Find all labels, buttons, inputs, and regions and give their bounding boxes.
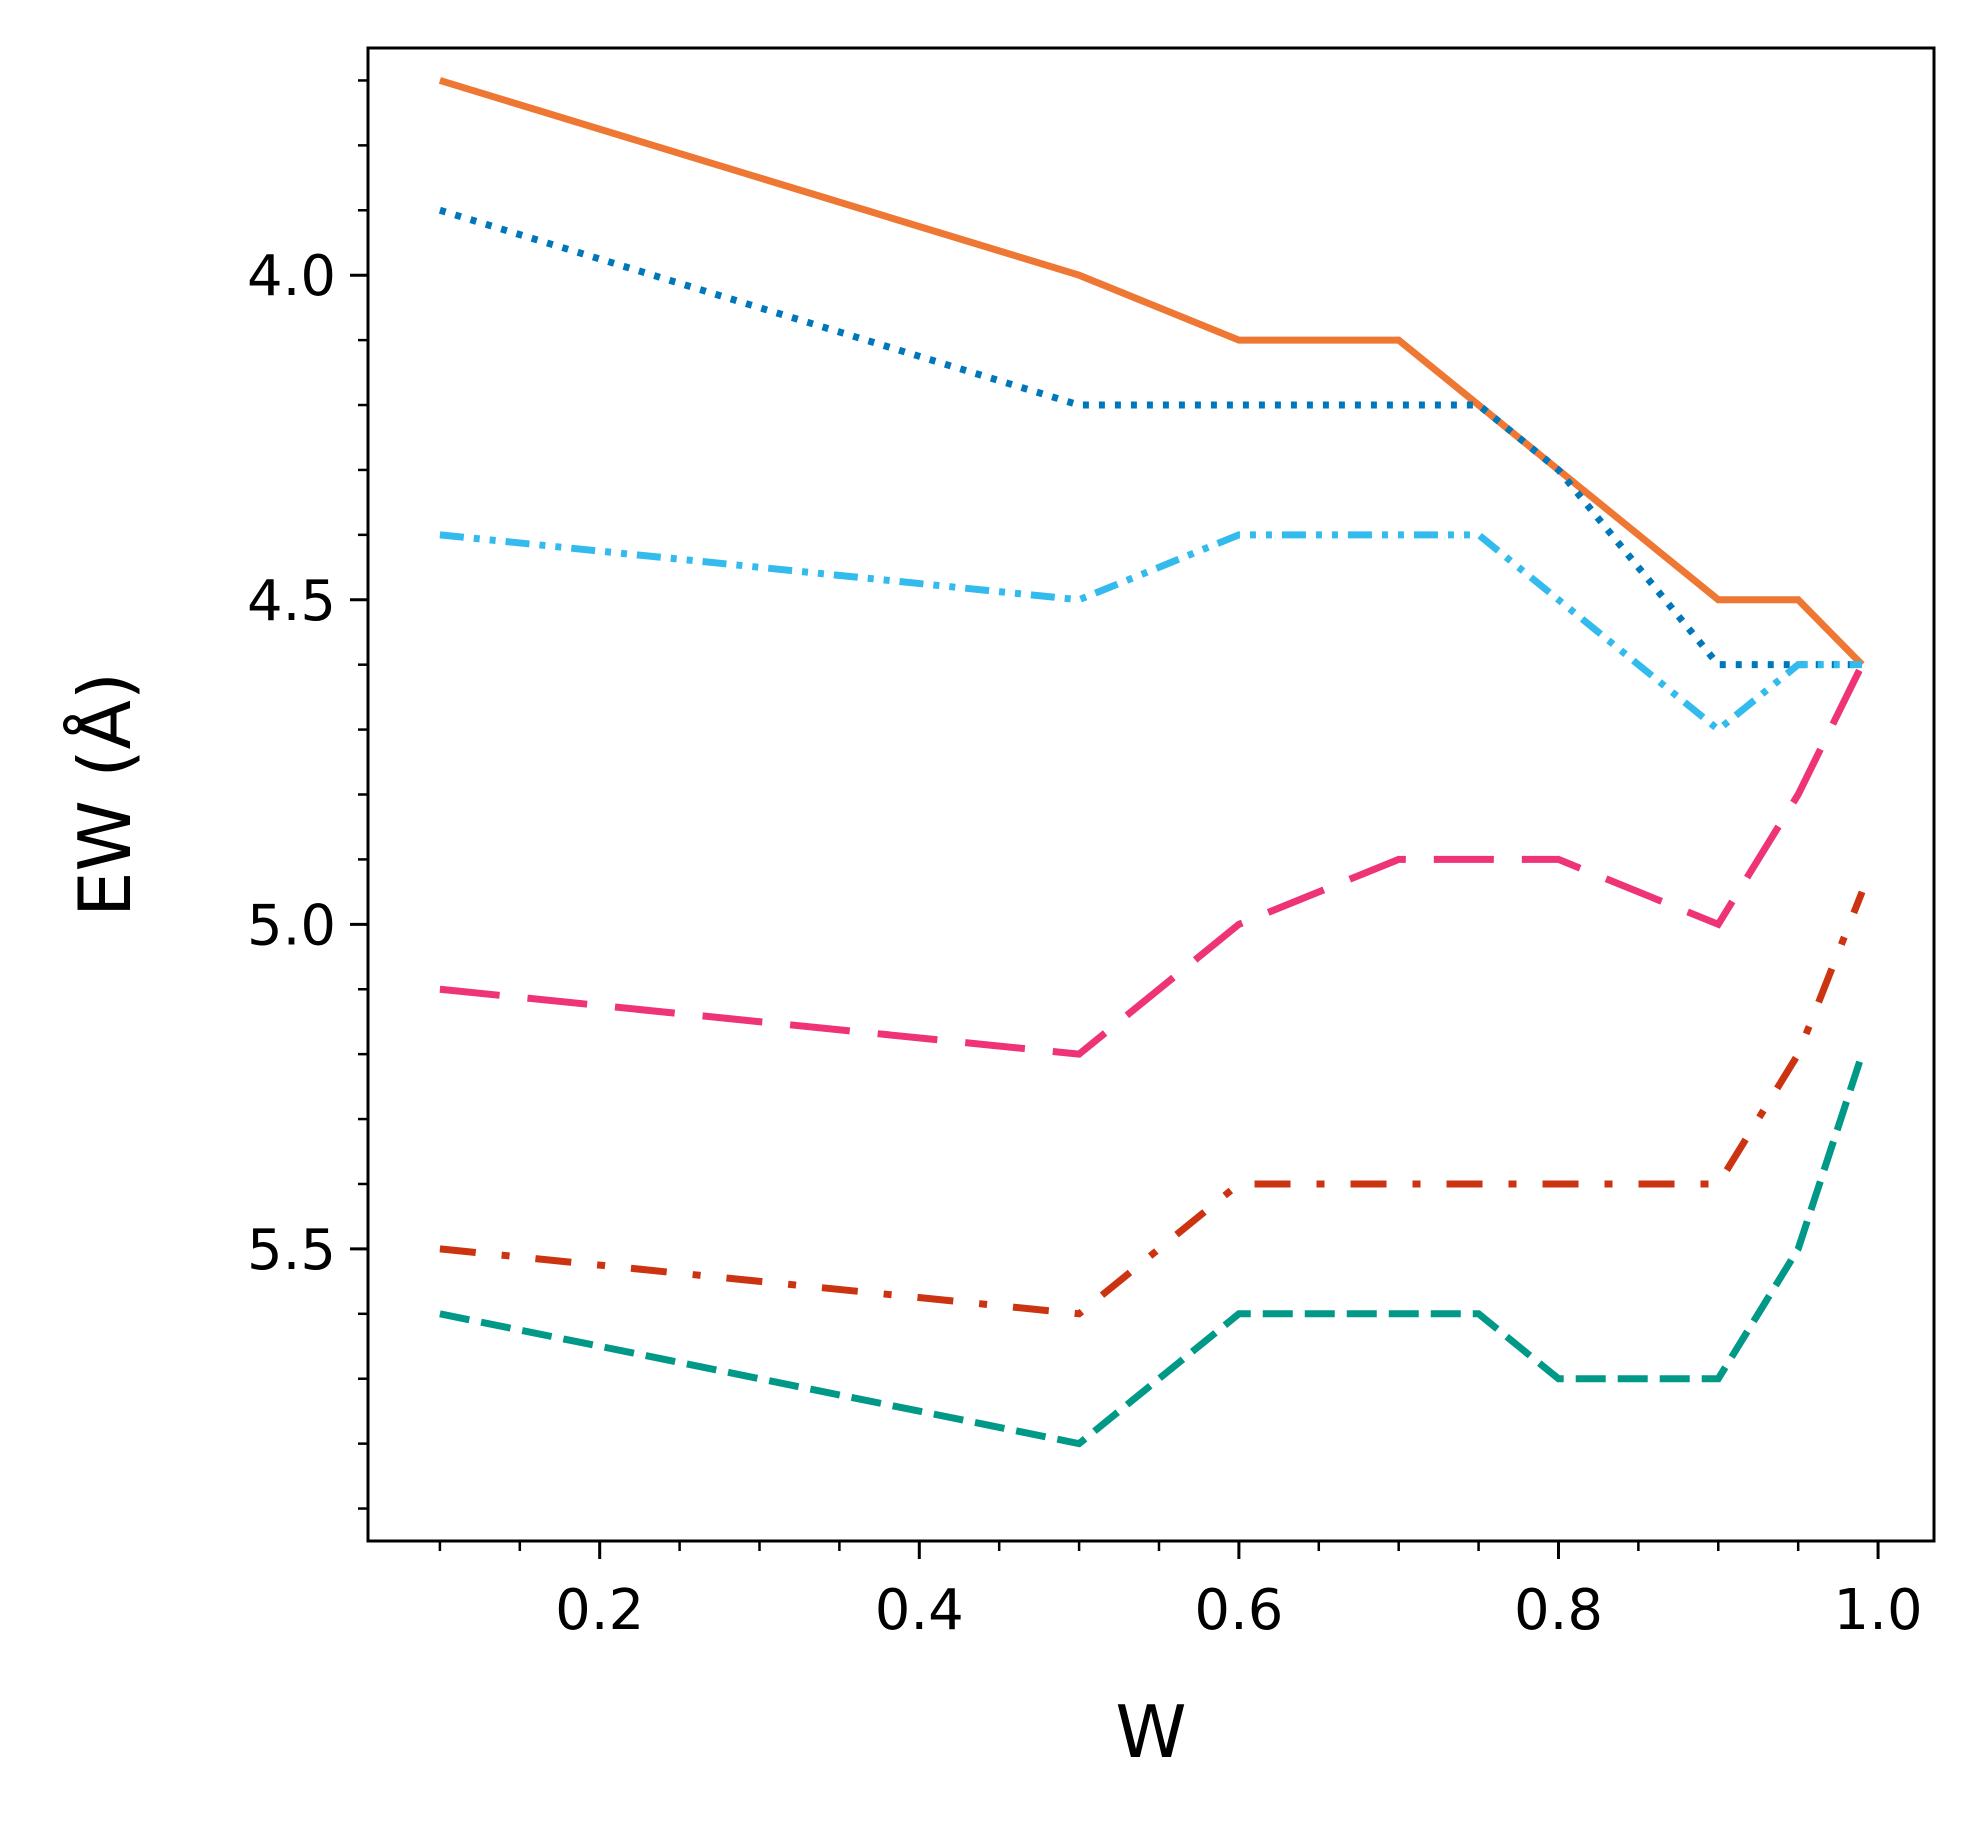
- series-line-2: [438, 206, 1863, 669]
- y-axis-label: EW (Å): [63, 672, 147, 917]
- x-tick-label: 1.0: [1834, 1578, 1923, 1643]
- y-tick-label: 4.5: [247, 569, 336, 634]
- plot-frame: [366, 46, 1936, 1543]
- y-tick-label: 5.0: [247, 893, 336, 958]
- series-line-6: [439, 1053, 1866, 1448]
- series-layer: [438, 77, 1866, 1448]
- series-line-3: [439, 531, 1863, 735]
- x-tick-label: 0.2: [555, 1578, 644, 1643]
- x-axis-label: W: [1115, 1690, 1186, 1774]
- series-line-1: [438, 77, 1865, 668]
- series-line-4: [439, 663, 1866, 1058]
- x-tick-label: 0.6: [1194, 1578, 1283, 1643]
- series-line-5: [439, 890, 1866, 1318]
- x-tick-label: 0.8: [1514, 1578, 1603, 1643]
- x-tick-label: 0.4: [875, 1578, 964, 1643]
- y-tick-label: 5.5: [247, 1218, 336, 1283]
- ticks-layer: 0.2 0.4 0.6 0.8 1.0 4.0 4.5 5.0 5.5: [247, 79, 1923, 1643]
- y-tick-label: 4.0: [247, 244, 336, 309]
